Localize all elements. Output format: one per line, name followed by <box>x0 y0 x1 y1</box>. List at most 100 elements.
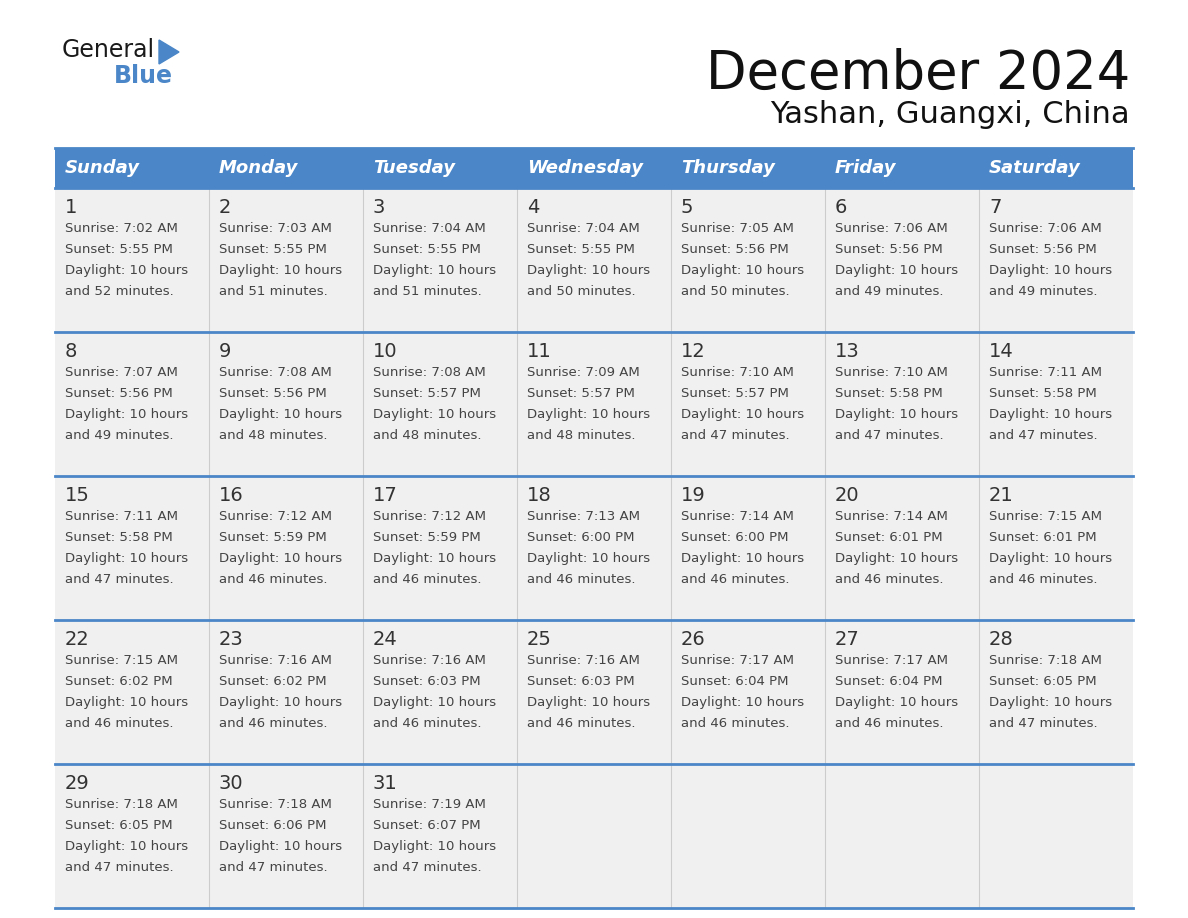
Text: Sunrise: 7:08 AM: Sunrise: 7:08 AM <box>219 366 331 379</box>
Text: 5: 5 <box>681 198 694 217</box>
Bar <box>824 476 979 620</box>
Bar <box>979 148 1133 188</box>
Text: 23: 23 <box>219 630 244 649</box>
Text: Sunset: 6:03 PM: Sunset: 6:03 PM <box>527 675 634 688</box>
Text: 30: 30 <box>219 774 244 793</box>
Text: Sunset: 5:56 PM: Sunset: 5:56 PM <box>65 387 172 400</box>
Text: and 46 minutes.: and 46 minutes. <box>681 717 790 730</box>
Bar <box>55 764 209 908</box>
Text: and 48 minutes.: and 48 minutes. <box>373 429 481 442</box>
Text: General: General <box>62 38 156 62</box>
Text: Sunset: 6:02 PM: Sunset: 6:02 PM <box>219 675 327 688</box>
Text: Daylight: 10 hours: Daylight: 10 hours <box>681 696 804 709</box>
Bar <box>209 188 364 332</box>
Bar <box>517 764 671 908</box>
Text: and 49 minutes.: and 49 minutes. <box>65 429 173 442</box>
Text: Daylight: 10 hours: Daylight: 10 hours <box>527 264 650 277</box>
Bar <box>671 476 824 620</box>
Text: and 46 minutes.: and 46 minutes. <box>835 573 943 586</box>
Text: Sunrise: 7:07 AM: Sunrise: 7:07 AM <box>65 366 178 379</box>
Polygon shape <box>159 40 179 64</box>
Text: 28: 28 <box>988 630 1013 649</box>
Text: 4: 4 <box>527 198 539 217</box>
Text: 8: 8 <box>65 342 77 361</box>
Text: Sunrise: 7:18 AM: Sunrise: 7:18 AM <box>219 798 331 811</box>
Bar <box>209 620 364 764</box>
Text: Sunset: 6:00 PM: Sunset: 6:00 PM <box>527 531 634 544</box>
Text: Sunrise: 7:11 AM: Sunrise: 7:11 AM <box>65 510 178 523</box>
Bar <box>209 476 364 620</box>
Text: Daylight: 10 hours: Daylight: 10 hours <box>373 408 497 421</box>
Text: Friday: Friday <box>835 159 897 177</box>
Text: Sunset: 6:07 PM: Sunset: 6:07 PM <box>373 819 481 832</box>
Text: Sunset: 6:02 PM: Sunset: 6:02 PM <box>65 675 172 688</box>
Text: and 47 minutes.: and 47 minutes. <box>65 573 173 586</box>
Text: Monday: Monday <box>219 159 298 177</box>
Text: Sunrise: 7:10 AM: Sunrise: 7:10 AM <box>681 366 794 379</box>
Text: and 46 minutes.: and 46 minutes. <box>219 717 328 730</box>
Text: 18: 18 <box>527 486 551 505</box>
Text: Sunset: 6:01 PM: Sunset: 6:01 PM <box>988 531 1097 544</box>
Text: Sunrise: 7:12 AM: Sunrise: 7:12 AM <box>219 510 331 523</box>
Text: Sunrise: 7:05 AM: Sunrise: 7:05 AM <box>681 222 794 235</box>
Bar <box>979 476 1133 620</box>
Text: and 46 minutes.: and 46 minutes. <box>527 573 636 586</box>
Text: Daylight: 10 hours: Daylight: 10 hours <box>373 696 497 709</box>
Bar <box>824 620 979 764</box>
Text: Daylight: 10 hours: Daylight: 10 hours <box>681 552 804 565</box>
Text: Sunrise: 7:12 AM: Sunrise: 7:12 AM <box>373 510 486 523</box>
Text: and 49 minutes.: and 49 minutes. <box>988 285 1098 298</box>
Text: 26: 26 <box>681 630 706 649</box>
Text: Sunrise: 7:15 AM: Sunrise: 7:15 AM <box>65 654 178 667</box>
Text: 24: 24 <box>373 630 398 649</box>
Text: and 46 minutes.: and 46 minutes. <box>219 573 328 586</box>
Text: 9: 9 <box>219 342 232 361</box>
Text: 12: 12 <box>681 342 706 361</box>
Bar <box>364 620 517 764</box>
Text: Daylight: 10 hours: Daylight: 10 hours <box>373 840 497 853</box>
Bar <box>517 188 671 332</box>
Text: Daylight: 10 hours: Daylight: 10 hours <box>527 552 650 565</box>
Text: Sunset: 5:56 PM: Sunset: 5:56 PM <box>681 243 789 256</box>
Text: 27: 27 <box>835 630 860 649</box>
Bar <box>824 764 979 908</box>
Text: Sunset: 5:58 PM: Sunset: 5:58 PM <box>835 387 943 400</box>
Text: Sunset: 5:55 PM: Sunset: 5:55 PM <box>373 243 481 256</box>
Bar <box>364 332 517 476</box>
Text: and 46 minutes.: and 46 minutes. <box>835 717 943 730</box>
Bar <box>671 620 824 764</box>
Text: Daylight: 10 hours: Daylight: 10 hours <box>835 408 959 421</box>
Bar <box>671 764 824 908</box>
Text: Sunrise: 7:15 AM: Sunrise: 7:15 AM <box>988 510 1102 523</box>
Text: Sunrise: 7:17 AM: Sunrise: 7:17 AM <box>681 654 794 667</box>
Text: Sunrise: 7:13 AM: Sunrise: 7:13 AM <box>527 510 640 523</box>
Bar <box>979 620 1133 764</box>
Text: Sunrise: 7:14 AM: Sunrise: 7:14 AM <box>835 510 948 523</box>
Text: Daylight: 10 hours: Daylight: 10 hours <box>835 264 959 277</box>
Text: Sunset: 5:56 PM: Sunset: 5:56 PM <box>835 243 943 256</box>
Bar <box>364 764 517 908</box>
Bar <box>517 148 671 188</box>
Text: Sunrise: 7:04 AM: Sunrise: 7:04 AM <box>527 222 640 235</box>
Text: Yashan, Guangxi, China: Yashan, Guangxi, China <box>770 100 1130 129</box>
Text: 19: 19 <box>681 486 706 505</box>
Text: Daylight: 10 hours: Daylight: 10 hours <box>219 552 342 565</box>
Bar <box>55 620 209 764</box>
Text: Wednesday: Wednesday <box>527 159 643 177</box>
Text: 14: 14 <box>988 342 1013 361</box>
Bar <box>979 188 1133 332</box>
Text: Sunset: 6:05 PM: Sunset: 6:05 PM <box>988 675 1097 688</box>
Text: and 46 minutes.: and 46 minutes. <box>373 573 481 586</box>
Bar <box>824 148 979 188</box>
Text: Daylight: 10 hours: Daylight: 10 hours <box>988 696 1112 709</box>
Text: Sunset: 5:56 PM: Sunset: 5:56 PM <box>219 387 327 400</box>
Text: Blue: Blue <box>114 64 173 88</box>
Text: Sunrise: 7:03 AM: Sunrise: 7:03 AM <box>219 222 331 235</box>
Text: and 47 minutes.: and 47 minutes. <box>373 861 481 874</box>
Text: Sunset: 6:04 PM: Sunset: 6:04 PM <box>681 675 789 688</box>
Text: 16: 16 <box>219 486 244 505</box>
Text: Sunrise: 7:08 AM: Sunrise: 7:08 AM <box>373 366 486 379</box>
Text: Daylight: 10 hours: Daylight: 10 hours <box>988 264 1112 277</box>
Bar <box>55 476 209 620</box>
Text: Daylight: 10 hours: Daylight: 10 hours <box>527 408 650 421</box>
